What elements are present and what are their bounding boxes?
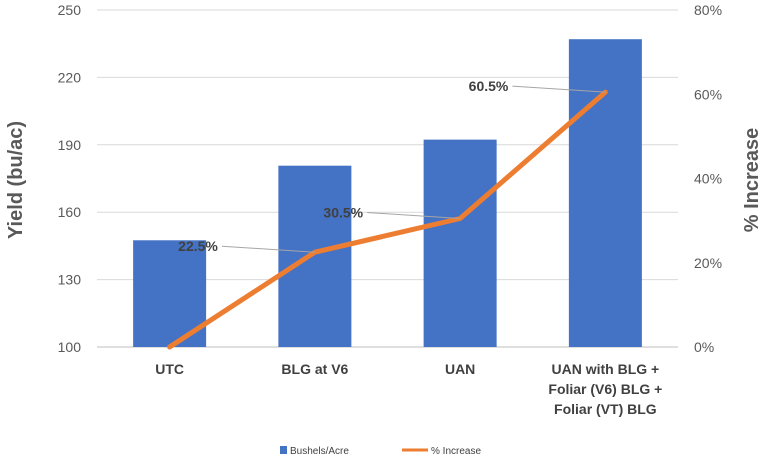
legend-label-increase: % Increase [431, 446, 481, 457]
bar [278, 165, 352, 347]
right-tick-label: 80% [694, 2, 722, 18]
label-leader-line [221, 245, 315, 253]
left-tick-label: 100 [58, 339, 82, 355]
right-tick-label: 40% [694, 171, 722, 187]
bar [568, 39, 642, 347]
bars [133, 39, 642, 347]
right-tick-label: 60% [694, 86, 722, 102]
category-label: BLG at V6 [281, 361, 348, 377]
data-label: 60.5% [469, 78, 509, 94]
line-point [169, 346, 171, 348]
category-labels: UTC BLG at V6 UAN UAN with BLG + Foliar (V6)… [155, 361, 662, 417]
left-tick-label: 130 [58, 272, 82, 288]
label-leaders [221, 85, 606, 253]
legend-swatch-bushels [280, 446, 287, 454]
bar [423, 139, 497, 347]
line-series [167, 89, 608, 350]
label-leader-line [367, 212, 461, 220]
category-label: UAN with BLG + Foliar (V6) BLG + Foliar (V… [548, 361, 662, 417]
category-label: UTC [155, 361, 184, 377]
right-tick-label: 20% [694, 255, 722, 271]
left-tick-label: 160 [58, 204, 82, 220]
right-axis-title: % Increase [741, 128, 763, 233]
left-axis-ticks: 100 130 160 190 220 250 [58, 2, 82, 355]
left-axis-title: Yield (bu/ac) [5, 121, 27, 239]
right-tick-label: 0% [694, 339, 714, 355]
data-label: 30.5% [323, 205, 363, 221]
data-label: 22.5% [178, 238, 218, 254]
legend: Bushels/Acre % Increase [280, 446, 481, 457]
left-tick-label: 220 [58, 69, 82, 85]
line-path [167, 89, 608, 350]
left-tick-label: 190 [58, 137, 82, 153]
legend-label-bushels: Bushels/Acre [290, 446, 349, 457]
right-axis-ticks: 0% 20% 40% 60% 80% [694, 2, 722, 355]
left-tick-label: 250 [58, 2, 82, 18]
data-labels: 22.5% 30.5% 60.5% [178, 78, 509, 254]
category-label: UAN [445, 361, 475, 377]
label-leader-line [512, 85, 606, 93]
